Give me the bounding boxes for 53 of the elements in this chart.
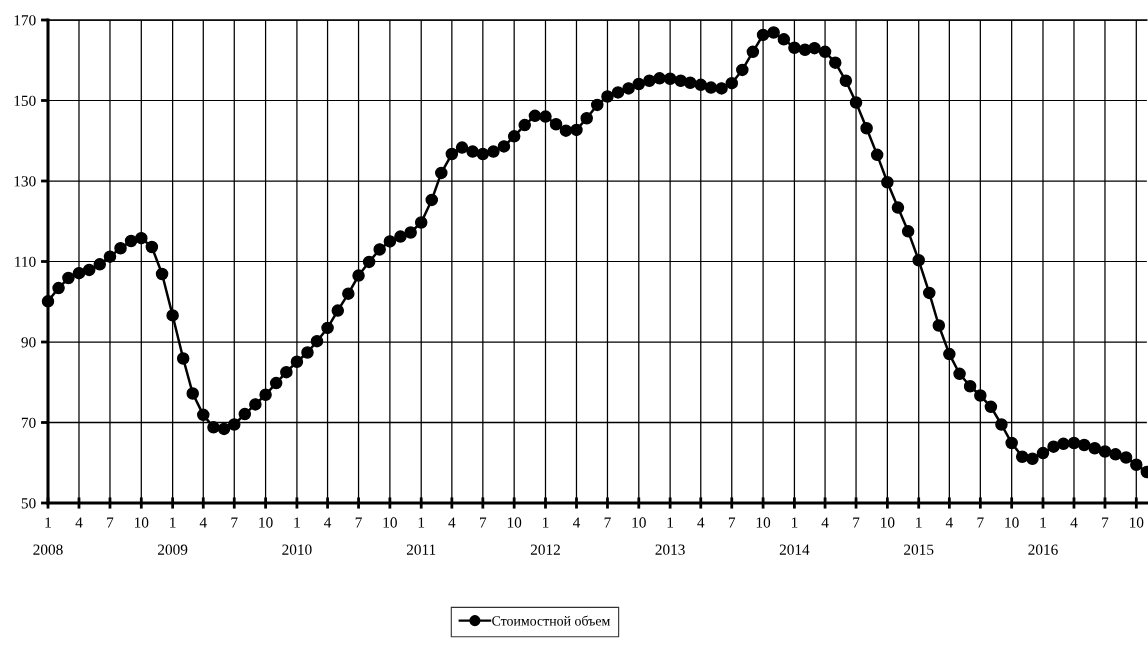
legend-label: Стоимостной объем <box>492 615 610 626</box>
x-tick-label: 4 <box>448 517 456 528</box>
x2-tick-label: 2008 <box>33 544 63 555</box>
x-tick-label: 4 <box>324 517 332 528</box>
x-tick-label: 7 <box>355 517 362 528</box>
x2-tick-label: 2011 <box>406 544 436 555</box>
x-tick-label: 10 <box>756 517 771 528</box>
x-tick-label: 7 <box>107 517 114 528</box>
x-tick-label: 7 <box>728 517 736 528</box>
y-tick-label: 110 <box>15 256 36 267</box>
x2-tick-label: 2009 <box>158 544 188 555</box>
y-tick-label: 150 <box>14 95 36 106</box>
x-tick-label: 4 <box>199 517 207 528</box>
x-tick-label: 10 <box>1005 517 1019 528</box>
x-tick-label: 10 <box>632 517 646 528</box>
x-tick-label: 4 <box>1070 517 1078 528</box>
x2-tick-label: 2014 <box>779 544 810 555</box>
y-tick-label: 90 <box>21 337 36 348</box>
x-tick-label: 1 <box>45 517 51 528</box>
x-tick-label: 4 <box>572 517 581 528</box>
x-tick-label: 1 <box>916 517 922 528</box>
y-tick-label: 50 <box>21 498 36 509</box>
x-tick-label: 10 <box>507 517 522 528</box>
x-tick-label: 1 <box>418 517 425 528</box>
x-tick-label: 1 <box>1040 517 1046 528</box>
x2-tick-label: 2015 <box>904 544 934 555</box>
x-tick-label: 10 <box>383 517 397 528</box>
y-tick-label: 70 <box>21 417 36 428</box>
x-tick-label: 10 <box>881 517 895 528</box>
x-tick-label: 7 <box>480 517 487 528</box>
x-tick-label: 7 <box>1102 517 1109 528</box>
x-tick-label: 1 <box>791 517 798 528</box>
x-tick-label: 10 <box>135 517 149 528</box>
x-tick-label: 4 <box>697 517 705 528</box>
x-tick-label: 7 <box>853 517 860 528</box>
x2-tick-label: 2016 <box>1028 544 1058 555</box>
x2-tick-label: 2010 <box>282 544 312 555</box>
x2-tick-label: 2013 <box>655 544 685 555</box>
y-tick-label: 130 <box>14 176 36 187</box>
x-tick-label: 4 <box>75 517 83 528</box>
x-tick-label: 1 <box>543 517 549 528</box>
x-tick-label: 1 <box>294 517 300 528</box>
x-tick-label: 1 <box>170 517 176 528</box>
x-tick-label: 4 <box>821 517 829 528</box>
y-tick-label: 170 <box>14 15 36 26</box>
x-tick-label: 4 <box>945 517 953 528</box>
x-tick-label: 1 <box>667 517 674 528</box>
x-tick-label: 10 <box>259 517 273 528</box>
x-tick-label: 7 <box>231 517 238 528</box>
x2-tick-label: 2012 <box>530 544 560 555</box>
x-tick-label: 7 <box>977 517 984 528</box>
x-tick-label: 10 <box>1130 517 1144 528</box>
x-tick-label: 7 <box>604 517 611 528</box>
